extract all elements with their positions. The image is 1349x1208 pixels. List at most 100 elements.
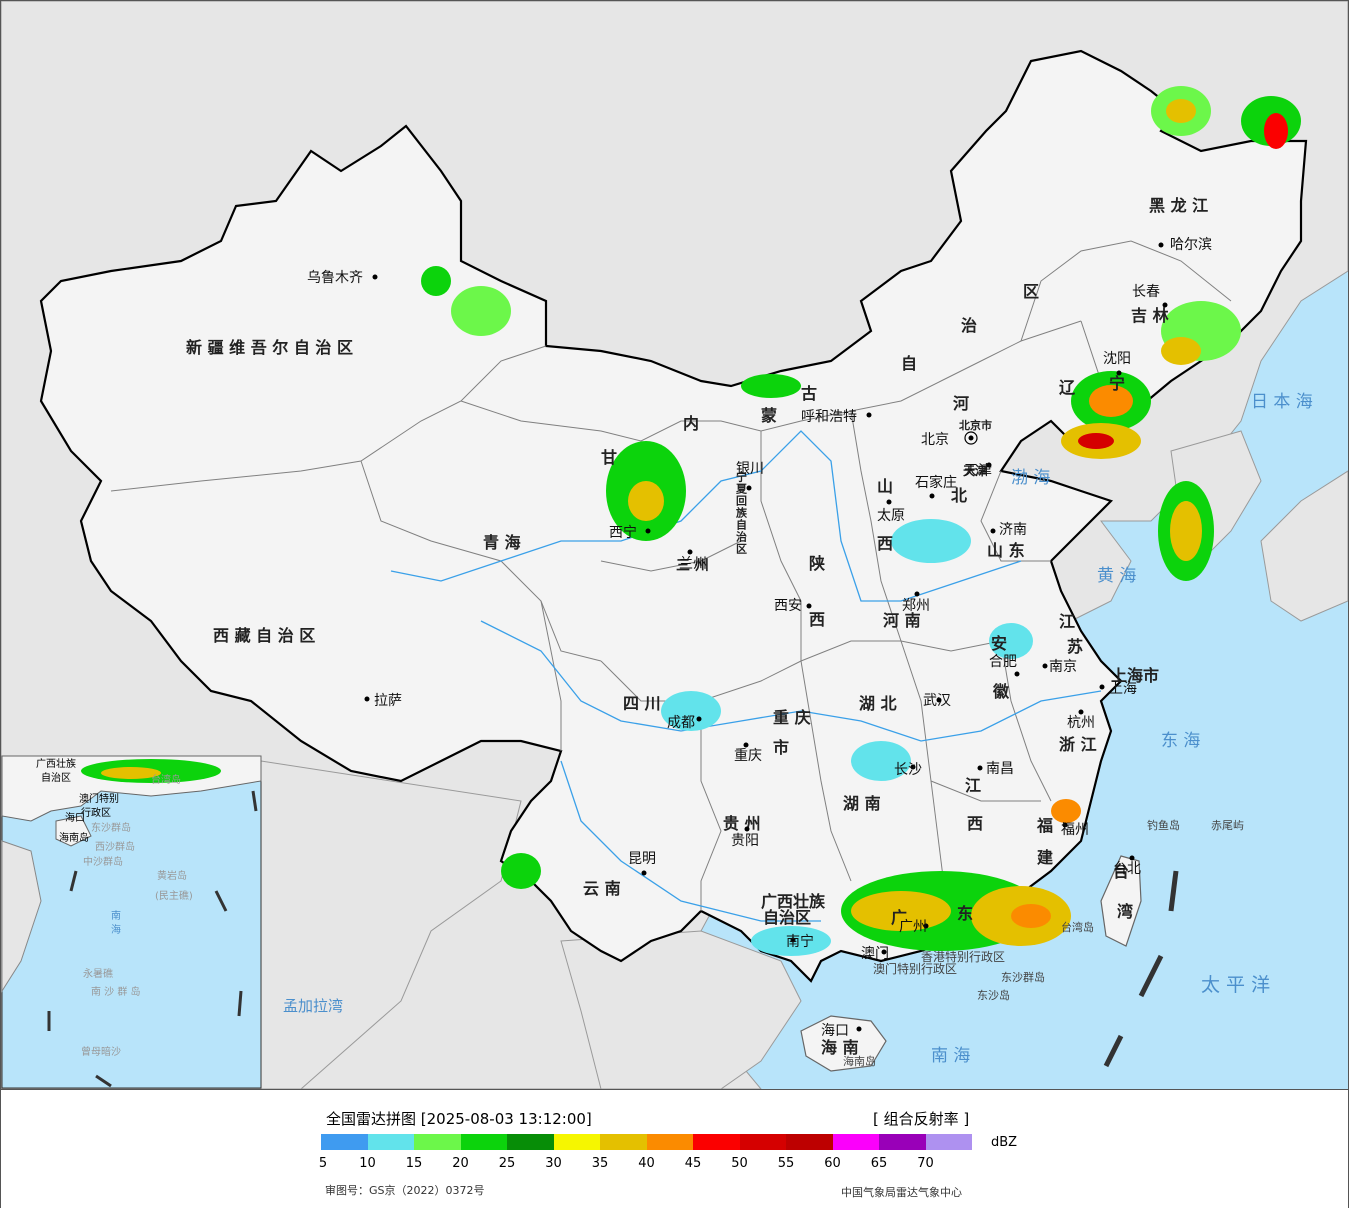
inset-haikou: 海口 xyxy=(65,811,85,824)
legend-panel: 全国雷达拼图 [2025-08-03 13:12:00] [ 组合反射率 ] 5… xyxy=(1,1089,1348,1208)
city-chengdu-dot xyxy=(696,716,702,722)
inset-sea: 海 xyxy=(111,923,121,936)
indochina-land xyxy=(560,930,802,1089)
scale-tick-35: 35 xyxy=(591,1156,609,1171)
region-shandong: 山 东 xyxy=(987,541,1025,560)
scale-swatch-45 xyxy=(693,1134,740,1150)
city-wuhan: 武汉 xyxy=(923,693,951,709)
region-taiwan: 台 xyxy=(1113,862,1129,881)
city-xining: 西宁 xyxy=(609,524,637,541)
city-beijing: 北京 xyxy=(921,432,949,448)
city-macau: 澳门 xyxy=(861,946,889,962)
sea-pacific: 太 平 洋 xyxy=(1201,974,1270,996)
city-nanchang: 南昌 xyxy=(986,761,1014,777)
region-guangxi: 广西壮族 xyxy=(761,892,826,911)
city-urumqi-dot xyxy=(372,274,378,280)
color-scale-bar xyxy=(321,1134,972,1150)
city-chongqing-dot xyxy=(743,742,749,748)
city-nanjing-dot xyxy=(1042,663,1048,669)
sea-bengal: 孟加拉湾 xyxy=(283,997,343,1015)
region-neimenggu-3: 古 xyxy=(801,384,817,403)
region-henan: 河 南 xyxy=(883,611,921,630)
region-gansu: 甘 xyxy=(601,448,617,467)
scale-swatch-5 xyxy=(321,1134,368,1150)
city-taiyuan: 太原 xyxy=(877,508,905,524)
inset-minzhu: (民主礁) xyxy=(155,889,193,902)
taiwan-island xyxy=(1100,855,1142,947)
city-shanghai-dot xyxy=(1099,684,1105,690)
inset-xisha: 西沙群岛 xyxy=(95,840,135,853)
region-jilin: 吉 林 xyxy=(1131,306,1169,325)
scale-swatch-20 xyxy=(460,1134,507,1150)
city-fuzhou: 福州 xyxy=(1061,822,1089,838)
region-shanxi: 山 xyxy=(877,477,893,496)
region-shanghai: 上海市 xyxy=(1111,666,1159,685)
scale-swatch-35 xyxy=(600,1134,647,1150)
city-taiyuan-dot xyxy=(886,499,892,505)
credit-text: 中国气象局雷达气象中心 xyxy=(841,1186,962,1199)
scale-swatch-60 xyxy=(832,1134,879,1150)
city-shenyang-dot xyxy=(1116,370,1122,376)
inset-taiwan: 台湾岛 xyxy=(151,773,181,786)
city-shenyang: 沈阳 xyxy=(1103,351,1131,367)
region-jiangsu: 江 xyxy=(1059,612,1075,631)
city-tianjin: 天津 xyxy=(964,463,992,479)
city-shijiazhuang: 石家庄 xyxy=(915,474,957,491)
city-guiyang-dot xyxy=(744,826,750,832)
city-yinchuan-dot xyxy=(746,485,752,491)
inset-guangxi-2: 自治区 xyxy=(41,771,71,784)
city-hohhot-dot xyxy=(866,412,872,418)
city-shanghai: 上海 xyxy=(1109,681,1137,697)
city-haikou-dot xyxy=(856,1026,862,1032)
scale-tick-25: 25 xyxy=(498,1156,516,1171)
region-neimenggu-5: 治 xyxy=(961,316,977,335)
city-hefei: 合肥 xyxy=(989,654,1017,670)
region-fujian: 福 xyxy=(1036,816,1053,835)
sea-bohai: 渤 海 xyxy=(1011,468,1050,488)
region-hunan: 湖 南 xyxy=(843,794,881,813)
region-shanxi-2: 西 xyxy=(877,534,893,553)
rivers xyxy=(390,430,1102,922)
city-hefei-dot xyxy=(1014,671,1020,677)
sea-east: 东 海 xyxy=(1161,731,1200,751)
region-shaanxi: 陕 xyxy=(809,554,825,573)
region-guangxi-2: 自治区 xyxy=(763,908,811,927)
scale-tick-5: 5 xyxy=(318,1156,328,1171)
city-lhasa: 拉萨 xyxy=(374,693,402,709)
city-guangzhou: 广州 xyxy=(899,919,927,935)
inset-yongshu: 永暑礁 xyxy=(83,967,113,980)
city-fuzhou-dot xyxy=(1062,822,1068,828)
region-anhui: 安 xyxy=(991,634,1007,653)
scale-swatch-40 xyxy=(646,1134,693,1150)
island-taiwan: 台湾岛 xyxy=(1061,920,1094,934)
legend-title: 全国雷达拼图 [2025-08-03 13:12:00] xyxy=(326,1110,592,1128)
region-hebei: 河 xyxy=(953,394,969,413)
scale-tick-70: 70 xyxy=(917,1156,934,1171)
boundary-dashes xyxy=(1103,870,1179,1068)
city-guangzhou-dot xyxy=(923,923,929,929)
hainan-island xyxy=(800,1015,887,1072)
city-changsha-dot xyxy=(910,764,916,770)
region-guangdong: 广 xyxy=(891,908,907,927)
radar-map: 新 疆 维 吾 尔 自 治 区西 藏 自 治 区 青 海 甘四 川云 南 贵 州 重 庆… xyxy=(1,1,1348,1089)
region-qinghai: 青 海 xyxy=(483,533,521,552)
inset-guangxi: 广西壮族 xyxy=(36,757,76,770)
region-hebei-2: 北 xyxy=(951,486,967,505)
region-neimenggu-1: 内 xyxy=(683,414,699,433)
island-diaoyu: 钓鱼岛 xyxy=(1147,818,1180,832)
city-hangzhou-dot xyxy=(1078,709,1084,715)
city-shijiazhuang-dot xyxy=(929,493,935,499)
region-labels: 新 疆 维 吾 尔 自 治 区西 藏 自 治 区 青 海 甘四 川云 南 贵 州 重 庆… xyxy=(186,196,1208,1057)
city-urumqi: 乌鲁木齐 xyxy=(307,270,363,286)
region-gansu-2: 三 州 xyxy=(676,558,709,574)
inset-zhongsha: 中沙群岛 xyxy=(83,855,123,868)
scale-tick-60: 60 xyxy=(824,1156,841,1171)
city-xian: 西安 xyxy=(774,598,802,614)
scale-swatch-50 xyxy=(739,1134,786,1150)
city-changchun-dot xyxy=(1162,302,1168,308)
city-changsha: 长沙 xyxy=(894,762,922,778)
scale-swatch-25 xyxy=(507,1134,554,1150)
city-harbin-dot xyxy=(1158,242,1164,248)
